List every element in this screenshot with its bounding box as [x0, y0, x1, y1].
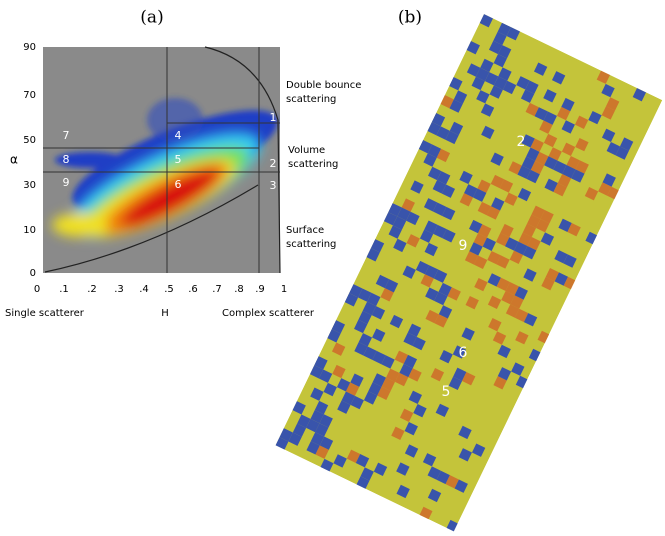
right-caption: Complex scatterer	[222, 308, 315, 319]
figure: (a) 7 8 9 4 5 6 1 2 3	[0, 0, 665, 536]
annotation: Surface	[286, 225, 324, 236]
map-zone-label: 5	[442, 384, 451, 400]
x-tick-label: .4	[139, 284, 149, 295]
x-tick-label: .7	[212, 284, 222, 295]
annotation: Double bounce	[286, 80, 361, 91]
map-zone-label: 6	[459, 345, 468, 361]
map-zone-label: 9	[459, 238, 468, 254]
x-tick-label: .6	[188, 284, 198, 295]
zone-label: 5	[175, 153, 182, 166]
density-plot	[43, 47, 288, 273]
annotation: scattering	[286, 239, 336, 250]
x-tick-label: 1	[281, 284, 287, 295]
annotation: scattering	[286, 94, 336, 105]
x-tick-label: .5	[164, 284, 174, 295]
x-tick-label: .3	[114, 284, 124, 295]
panel-label: (a)	[140, 8, 163, 28]
zone-label: 6	[175, 178, 182, 191]
x-tick-label: .1	[59, 284, 69, 295]
zone-label: 2	[270, 157, 277, 170]
zone-label: 8	[63, 153, 70, 166]
x-tick-label: 0	[34, 284, 40, 295]
x-tick-label: .2	[87, 284, 97, 295]
annotation: scattering	[288, 159, 338, 170]
left-caption: Single scatterer	[5, 308, 85, 319]
y-tick-label: 90	[23, 42, 36, 53]
y-axis-label: α	[10, 153, 18, 167]
zone-label: 3	[270, 179, 277, 192]
x-tick-label: .8	[234, 284, 244, 295]
y-tick-label: 0	[30, 268, 36, 279]
y-tick-label: 50	[23, 135, 36, 146]
zone-label: 7	[63, 129, 70, 142]
classified-map	[275, 14, 664, 533]
y-tick-label: 70	[23, 90, 36, 101]
map-zone-label: 2	[517, 134, 526, 150]
panel-label: (b)	[398, 8, 422, 28]
y-tick-label: 30	[23, 180, 36, 191]
annotation: Volume	[288, 145, 325, 156]
zone-label: 9	[63, 176, 70, 189]
zone-label: 1	[270, 111, 277, 124]
zone-label: 4	[175, 129, 182, 142]
x-axis-label: H	[161, 308, 169, 319]
y-tick-label: 10	[23, 225, 36, 236]
x-tick-label: .9	[255, 284, 265, 295]
